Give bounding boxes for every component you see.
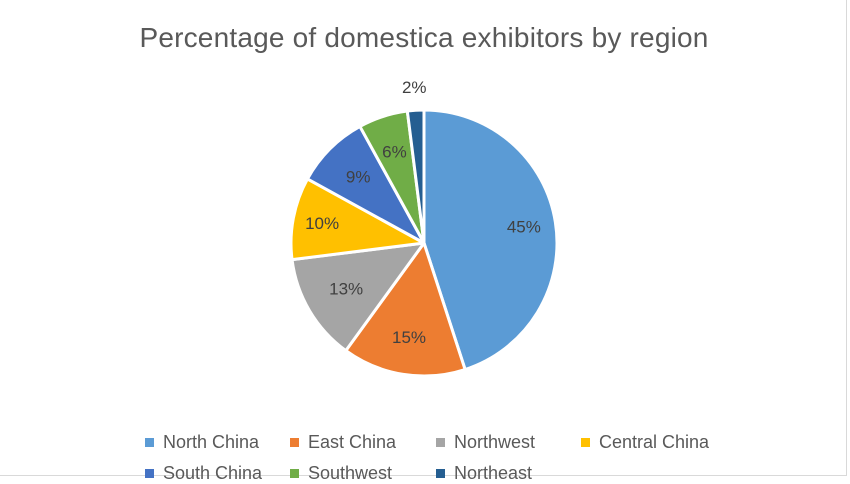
pie-slice-northwest [290, 241, 426, 353]
data-label-northeast: 2% [402, 78, 427, 97]
pie-slice-northeast [405, 108, 426, 245]
pie-slice-east-china [344, 241, 467, 378]
data-label-northwest: 13% [329, 280, 363, 299]
data-label-north-china: 45% [507, 218, 541, 237]
data-label-south-china: 9% [346, 168, 371, 187]
pie-slice-north-china [422, 108, 559, 371]
data-label-east-china: 15% [392, 328, 426, 347]
data-label-southwest: 6% [382, 142, 407, 161]
data-label-central-china: 10% [305, 214, 339, 233]
chart-title: Percentage of domestica exhibitors by re… [139, 22, 709, 53]
pie-slice-central-china [289, 177, 426, 262]
